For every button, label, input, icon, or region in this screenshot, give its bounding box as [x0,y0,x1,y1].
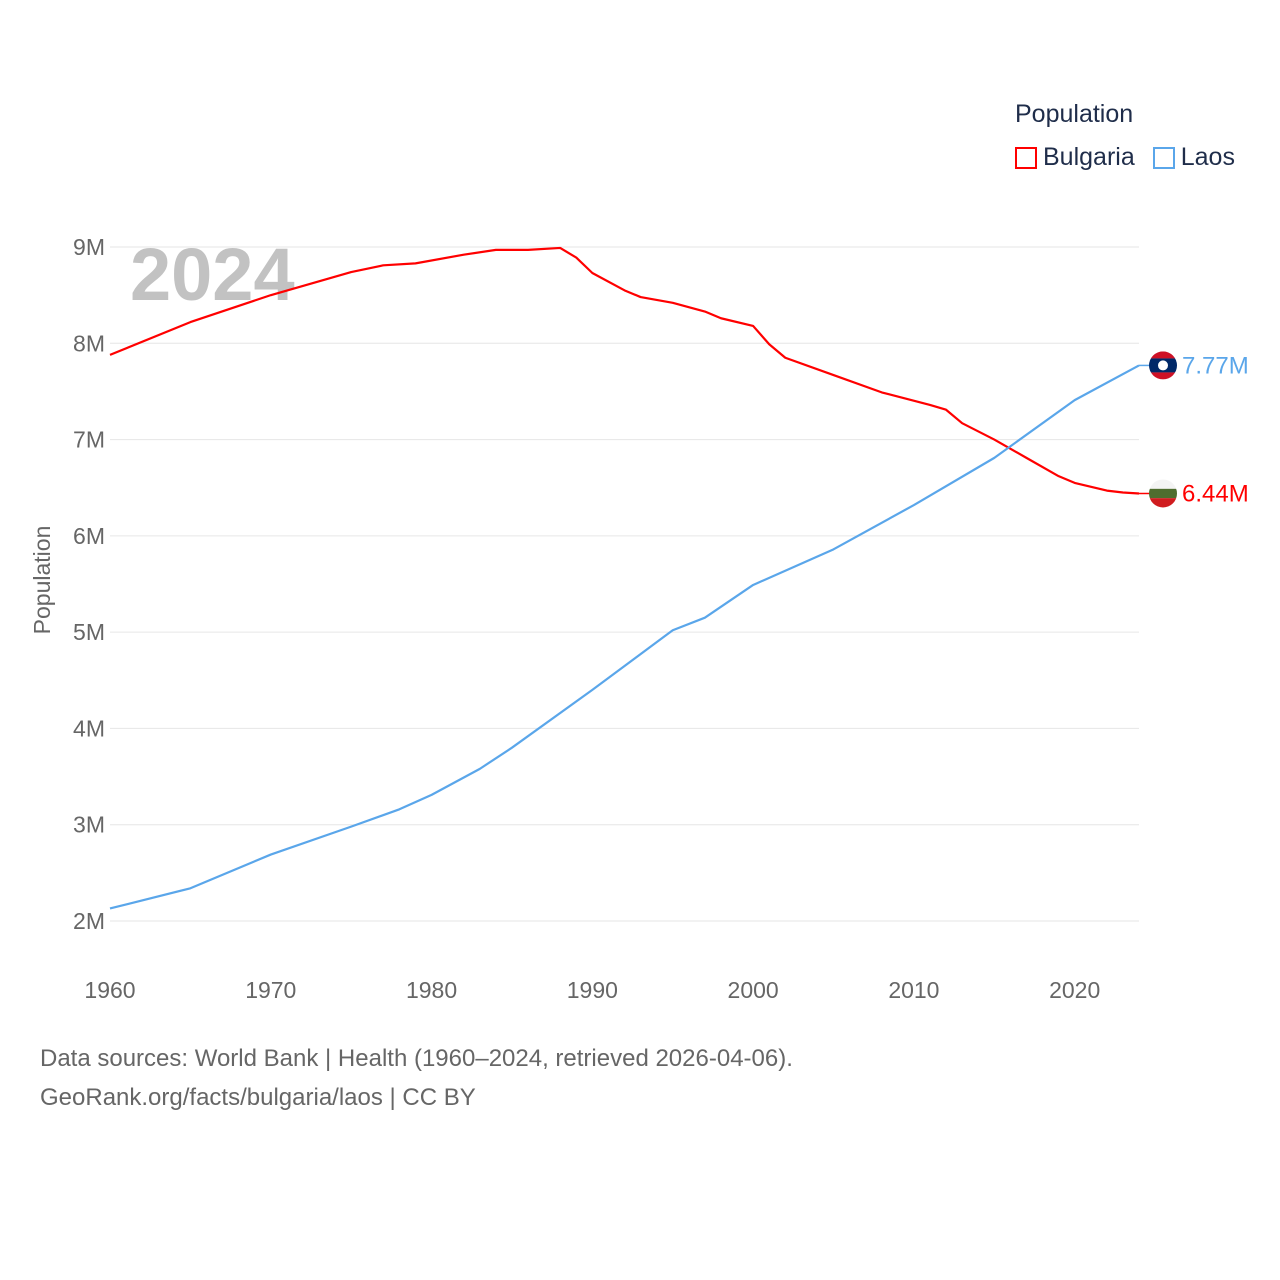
y-axis-label: Population [29,526,55,635]
y-tick-label: 2M [73,908,105,934]
y-tick-label: 3M [73,812,105,838]
x-tick-label: 2020 [1049,977,1100,1003]
series-line-laos [109,364,1140,910]
legend-swatch-bulgaria [1015,146,1037,169]
legend-item-laos[interactable]: Laos [1152,143,1235,172]
x-tick-label: 1990 [567,977,618,1003]
legend-title: Population [1015,100,1134,128]
y-tick-label: 8M [73,330,105,356]
legend-label-laos: Laos [1180,143,1235,171]
x-tick-label: 1980 [406,977,457,1003]
bulgaria-flag-icon [1149,479,1177,508]
end-label-bulgaria: 6.44M [1182,480,1249,507]
legend-swatch-laos [1152,146,1175,169]
y-tick-label: 6M [73,523,105,549]
y-tick-label: 9M [73,234,105,260]
x-tick-label: 1970 [245,977,296,1003]
legend-label-bulgaria: Bulgaria [1043,143,1135,171]
source-link[interactable]: GeoRank.org/facts/bulgaria/laos | CC BY [40,1084,476,1111]
legend-item-bulgaria[interactable]: Bulgaria [1015,143,1135,172]
x-tick-label: 2010 [888,977,939,1003]
series-line-bulgaria [109,246,1140,495]
laos-flag-icon [1149,351,1177,380]
source-text: Data sources: World Bank | Health (1960–… [40,1045,793,1072]
x-tick-label: 2000 [728,977,779,1003]
y-tick-label: 4M [73,715,105,741]
x-tick-label: 1960 [84,977,135,1003]
legend: Bulgaria Laos [1015,143,1235,172]
y-tick-label: 5M [73,619,105,645]
y-tick-label: 7M [73,427,105,453]
year-watermark: 2024 [130,233,295,316]
end-label-laos: 7.77M [1182,352,1249,379]
